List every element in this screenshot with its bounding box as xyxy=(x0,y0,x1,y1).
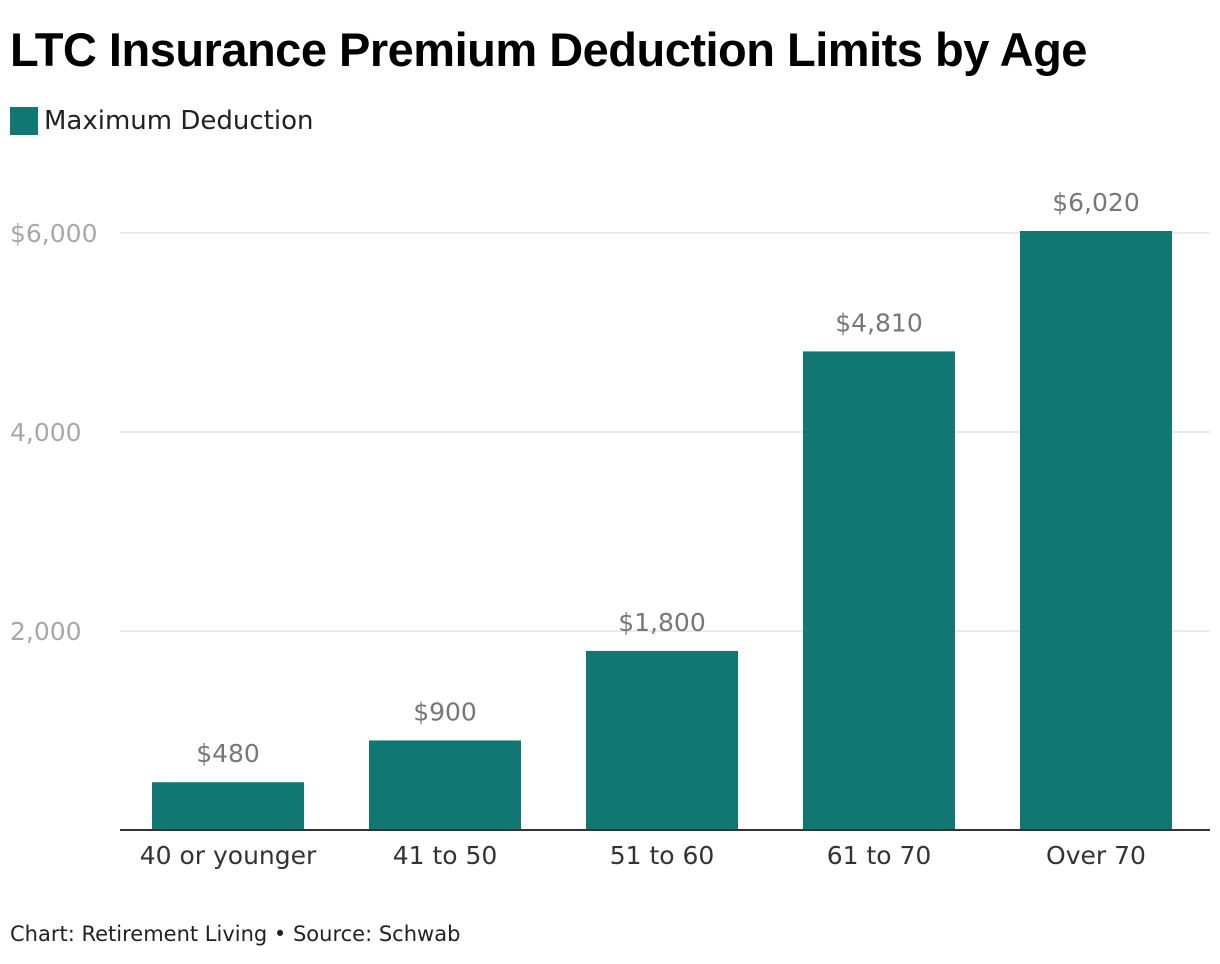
y-tick-label: 4,000 xyxy=(10,418,82,447)
x-category-label: 41 to 50 xyxy=(393,841,498,870)
bar xyxy=(803,351,955,830)
data-label: $480 xyxy=(196,739,260,768)
chart-title: LTC Insurance Premium Deduction Limits b… xyxy=(10,23,1087,76)
legend: Maximum Deduction xyxy=(10,106,313,136)
bar xyxy=(369,740,521,830)
data-label: $900 xyxy=(413,697,477,726)
bar xyxy=(152,782,304,830)
bar xyxy=(1020,231,1172,830)
x-category-label: 61 to 70 xyxy=(827,841,932,870)
legend-label: Maximum Deduction xyxy=(44,106,314,136)
data-label: $4,810 xyxy=(835,308,922,337)
x-category-label: 40 or younger xyxy=(140,841,317,870)
chart-footer: Chart: Retirement Living • Source: Schwa… xyxy=(10,922,461,946)
y-tick-label: 2,000 xyxy=(10,617,82,646)
x-category-label: 51 to 60 xyxy=(610,841,715,870)
legend-swatch xyxy=(10,107,38,135)
x-category-label: Over 70 xyxy=(1046,841,1146,870)
data-label: $1,800 xyxy=(618,608,705,637)
data-label: $6,020 xyxy=(1052,188,1139,217)
y-tick-label: $6,000 xyxy=(10,219,97,248)
bar xyxy=(586,650,738,830)
